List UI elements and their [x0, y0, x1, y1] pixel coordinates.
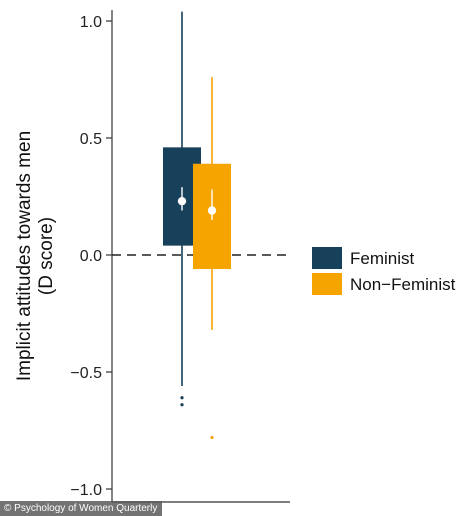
legend: Feminist Non−Feminist	[312, 247, 456, 295]
legend-swatch-feminist	[312, 247, 342, 269]
y-tick-label: 0.5	[80, 131, 102, 148]
y-tick-label: 1.0	[80, 14, 102, 31]
non-feminist-mean-point	[207, 206, 217, 215]
y-axis-title-line-2: (D score)	[36, 217, 57, 295]
feminist-outlier	[180, 396, 184, 400]
image-credit: © Psychology of Women Quarterly	[0, 501, 163, 516]
legend-label-feminist: Feminist	[350, 249, 415, 268]
legend-label-non-feminist: Non−Feminist	[350, 275, 456, 294]
y-tick-label: −0.5	[70, 365, 102, 382]
feminist-outlier	[180, 403, 184, 407]
y-ticks: 1.0 0.5 0.0 −0.5 −1.0	[70, 14, 112, 499]
y-tick-label: 0.0	[80, 248, 102, 265]
feminist-mean-point	[177, 196, 187, 206]
non-feminist-box-group	[193, 77, 231, 440]
legend-swatch-non-feminist	[312, 273, 342, 295]
y-tick-label: −1.0	[70, 482, 102, 499]
non-feminist-outlier	[210, 435, 214, 440]
boxes	[163, 11, 231, 440]
y-axis-title-line-1: Implicit attitudes towards men	[14, 131, 35, 381]
